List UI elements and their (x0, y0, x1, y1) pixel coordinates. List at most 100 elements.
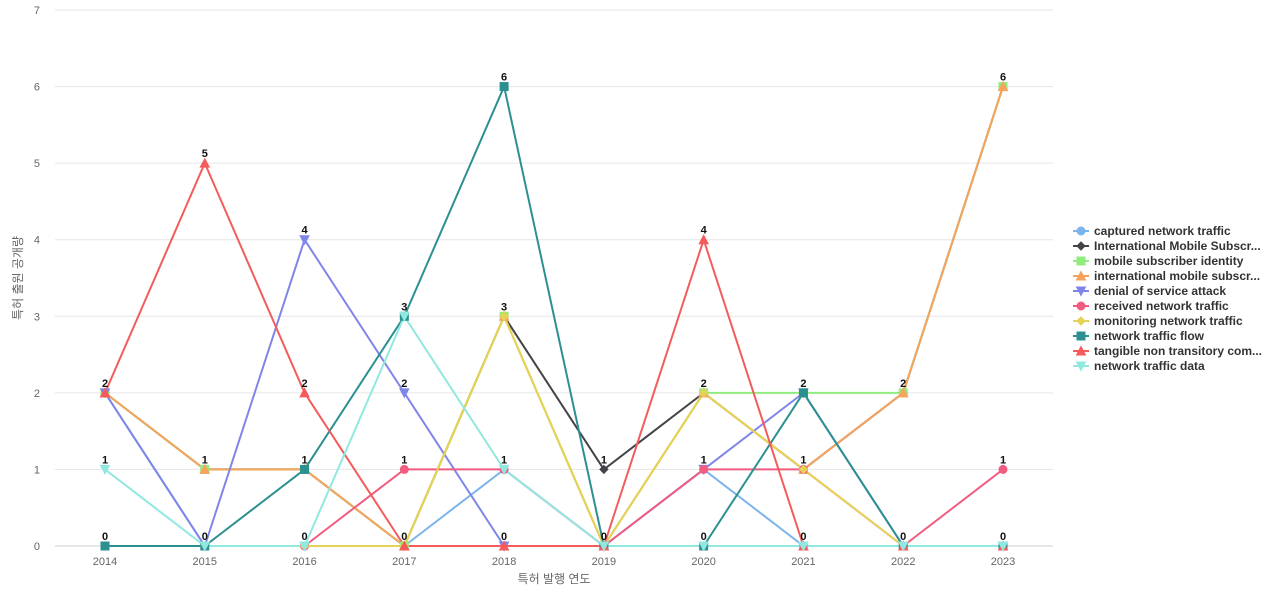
series-point-network-traffic-flow (100, 541, 110, 551)
x-tick-label: 2015 (193, 556, 217, 568)
series-point-network-traffic-data (897, 541, 909, 552)
legend-item-international-mobile-subscr[interactable]: international mobile subscr... (1073, 269, 1260, 283)
series-point-international-mobile-subscr (199, 463, 211, 474)
legend-marker-symbol (1075, 361, 1087, 372)
y-axis-title: 특허 출원 공개량 (11, 236, 25, 320)
data-label: 1 (501, 454, 507, 466)
legend-item-network-traffic-flow[interactable]: network traffic flow (1073, 329, 1205, 343)
legend-marker-symbol (1076, 331, 1086, 341)
series-point-network-traffic-flow (798, 388, 808, 398)
series-point-received-network-traffic (998, 464, 1008, 474)
legend-item-captured-network-traffic[interactable]: captured network traffic (1073, 224, 1231, 238)
y-tick-label: 2 (34, 388, 40, 400)
data-label: 0 (401, 531, 407, 543)
legend-label: captured network traffic (1094, 224, 1231, 238)
legend-label: received network traffic (1094, 299, 1229, 313)
series-point-denial-of-service-attack (399, 388, 410, 399)
data-label: 0 (601, 531, 607, 543)
data-label: 6 (1000, 72, 1006, 84)
legend-label: international mobile subscr... (1094, 269, 1260, 283)
data-label: 2 (800, 378, 806, 390)
legend-marker-symbol (1075, 286, 1087, 297)
data-label: 3 (401, 301, 407, 313)
legend-item-tangible-non-transitory-com[interactable]: tangible non transitory com... (1073, 344, 1262, 358)
legend-marker-symbol (1076, 226, 1086, 236)
y-tick-label: 7 (34, 5, 40, 17)
series-point-tangible-non-transitory-com (698, 234, 709, 245)
x-tick-label: 2017 (392, 556, 416, 568)
data-label: 1 (701, 454, 707, 466)
data-label: 0 (301, 531, 307, 543)
data-label: 0 (202, 531, 208, 543)
data-label: 5 (202, 148, 208, 160)
series-point-received-network-traffic (399, 464, 409, 474)
legend-item-international-mobile-subscr[interactable]: International Mobile Subscr... (1073, 239, 1261, 253)
series-point-network-traffic-data (299, 541, 310, 552)
data-label: 1 (102, 454, 108, 466)
data-label: 2 (900, 378, 906, 390)
x-tick-label: 2014 (93, 556, 117, 568)
data-label: 0 (102, 531, 108, 543)
x-tick-label: 2022 (891, 556, 915, 568)
y-tick-label: 6 (34, 82, 40, 94)
series-point-international-mobile-subscr (897, 387, 909, 398)
series-line-network-traffic-data (104, 315, 1004, 547)
series-point-network-traffic-data (997, 541, 1009, 552)
legend-item-received-network-traffic[interactable]: received network traffic (1073, 299, 1229, 313)
series-point-network-traffic-data (698, 541, 709, 552)
series-point-network-traffic-data (99, 464, 111, 475)
data-label: 0 (501, 531, 507, 543)
x-axis-title: 특허 발행 연도 (518, 571, 591, 586)
series-point-monitoring-network-traffic (499, 311, 509, 321)
data-label: 2 (301, 378, 307, 390)
data-label: 1 (800, 454, 806, 466)
legend-marker-symbol (1075, 270, 1087, 281)
x-tick-label: 2021 (791, 556, 815, 568)
legend-label: denial of service attack (1094, 284, 1226, 298)
y-tick-label: 5 (34, 158, 40, 170)
legend-label: International Mobile Subscr... (1094, 239, 1261, 253)
legend-label: mobile subscriber identity (1094, 254, 1244, 268)
series-point-network-traffic-data (498, 464, 510, 475)
data-label: 3 (501, 301, 507, 313)
data-label: 1 (401, 454, 407, 466)
legend-label: monitoring network traffic (1094, 314, 1243, 328)
series-point-received-network-traffic (699, 464, 709, 474)
x-tick-label: 2019 (592, 556, 616, 568)
x-tick-label: 2016 (292, 556, 316, 568)
series-line-tangible-non-transitory-com (104, 162, 1004, 547)
data-label: 1 (601, 454, 607, 466)
series-point-tangible-non-transitory-com (399, 540, 410, 551)
data-label: 1 (301, 454, 307, 466)
series-point-network-traffic-data (399, 311, 410, 322)
series-point-international-mobile-subscr (997, 81, 1009, 92)
data-label: 0 (701, 531, 707, 543)
series-point-network-traffic-flow (300, 464, 310, 474)
legend-item-mobile-subscriber-identity[interactable]: mobile subscriber identity (1073, 254, 1244, 268)
legend-item-monitoring-network-traffic[interactable]: monitoring network traffic (1073, 314, 1243, 328)
legend-label: network traffic flow (1094, 329, 1205, 343)
series-point-network-traffic-data (798, 541, 809, 552)
series-point-international-mobile-subscr (599, 464, 609, 475)
data-label: 6 (501, 72, 507, 84)
data-label: 4 (701, 225, 708, 237)
legend-marker-symbol (1076, 316, 1086, 326)
series-point-monitoring-network-traffic (698, 388, 709, 398)
legend-marker-symbol (1075, 345, 1087, 356)
series-point-tangible-non-transitory-com (99, 387, 111, 398)
series-point-network-traffic-data (199, 541, 211, 552)
legend-marker-symbol (1076, 241, 1086, 251)
data-label: 2 (401, 378, 407, 390)
data-label: 0 (800, 531, 806, 543)
legend-item-network-traffic-data[interactable]: network traffic data (1073, 359, 1205, 373)
legend-label: tangible non transitory com... (1094, 344, 1262, 358)
series-line-monitoring-network-traffic (104, 315, 1004, 547)
series-point-network-traffic-flow (499, 82, 509, 92)
legend-label: network traffic data (1094, 359, 1205, 373)
series-point-monitoring-network-traffic (798, 464, 809, 475)
legend-item-denial-of-service-attack[interactable]: denial of service attack (1073, 284, 1226, 298)
